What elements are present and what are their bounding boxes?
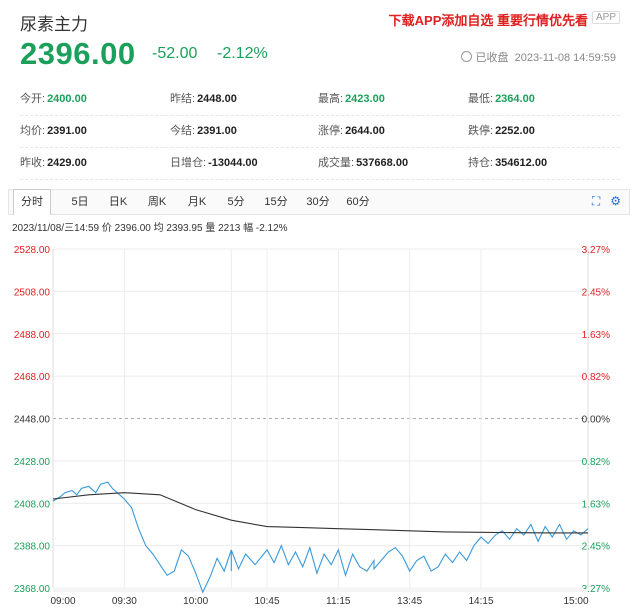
volume-strip: [53, 589, 588, 592]
stat-label: 今开:: [20, 93, 46, 105]
stat-cell: 今开: 2400.00: [20, 90, 87, 106]
y-tick-label: 2368.00: [14, 584, 51, 595]
y-tick-label: 2468.00: [14, 372, 51, 383]
clock-icon: [460, 51, 472, 62]
x-tick-label: 10:00: [183, 596, 208, 607]
x-tick-label: 11:15: [326, 596, 351, 607]
stat-cell: 涨停: 2644.00: [318, 122, 385, 138]
average-price-line: [52, 492, 588, 534]
y-tick-label: 2388.00: [14, 542, 51, 553]
y-tick-label: 2488.00: [14, 330, 51, 341]
y-tick-label: 2408.00: [14, 499, 51, 510]
stats-table: 今开: 2400.00 昨结: 2448.00 最高: 2423.00 最低: 2364.00…: [20, 84, 620, 180]
pct-tick-label: 2.45%: [582, 542, 610, 553]
fullscreen-icon[interactable]: ⛶: [591, 194, 601, 208]
stat-value: 2423.00: [345, 93, 385, 105]
stat-label: 跌停:: [468, 125, 494, 137]
pct-tick-label: 0.82%: [582, 457, 610, 468]
download-app-promo-link[interactable]: 下载APP添加自选 重要行情优先看: [388, 13, 588, 28]
tab-5[interactable]: 5分: [227, 196, 245, 208]
stat-cell: 今结: 2391.00: [170, 122, 237, 138]
y-tick-label: 2528.00: [14, 245, 51, 256]
stat-cell: 昨收: 2429.00: [20, 154, 87, 170]
x-tick-label: 13:45: [397, 596, 422, 607]
stat-value: -13044.00: [208, 157, 258, 169]
stat-cell: 均价: 2391.00: [20, 122, 87, 138]
stat-value: 2391.00: [197, 125, 237, 137]
stat-cell: 昨结: 2448.00: [170, 90, 237, 106]
stat-label: 昨收:: [20, 157, 46, 169]
stat-label: 涨停:: [318, 125, 344, 137]
stat-cell: 跌停: 2252.00: [468, 122, 535, 138]
crosshair-info: 2023/11/08/三14:59 价 2396.00 均 2393.95 量 …: [12, 223, 288, 234]
stats-row: 今开: 2400.00 昨结: 2448.00 最高: 2423.00 最低: 2364.00: [20, 84, 620, 116]
stat-value: 2448.00: [197, 93, 237, 105]
y-tick-label: 2428.00: [14, 457, 51, 468]
tab-4[interactable]: 月K: [187, 196, 207, 208]
stat-label: 日增仓:: [170, 157, 207, 169]
stat-label: 最低:: [468, 93, 494, 105]
gear-icon[interactable]: ⚙: [610, 194, 621, 208]
stat-cell: 日增仓: -13044.00: [170, 154, 258, 170]
instrument-name: 尿素主力: [20, 15, 88, 34]
pct-tick-label: 3.27%: [582, 245, 610, 256]
price-change: -52.00: [152, 45, 198, 62]
pct-tick-label: 0.82%: [582, 372, 610, 383]
intraday-chart[interactable]: 2528.00 3.27% 2508.00 2.45% 2488.00 1.63% 2468…: [0, 236, 634, 612]
stat-label: 最高:: [318, 93, 344, 105]
stats-row: 昨收: 2429.00 日增仓: -13044.00 成交量: 537668.00 持仓: 3…: [20, 148, 620, 180]
period-tabs: ⛶ ⚙ 分时 5日 日K 周K 月K 5分 15分 30分 60分: [8, 189, 630, 215]
stat-cell: 持仓: 354612.00: [468, 154, 547, 170]
pct-tick-label: 1.63%: [582, 330, 610, 341]
stat-cell: 成交量: 537668.00: [318, 154, 408, 170]
market-status: 已收盘 2023-11-08 14:59:59: [460, 49, 616, 65]
price-line: [52, 481, 589, 594]
tab-6[interactable]: 15分: [264, 196, 288, 208]
tab-1[interactable]: 5日: [71, 196, 89, 208]
status-text: 已收盘: [475, 52, 509, 64]
pct-tick-label: 2.45%: [582, 287, 610, 298]
tab-0[interactable]: 分时: [13, 189, 51, 215]
pct-tick-label: 1.63%: [582, 499, 610, 510]
pct-tick-label: 3.27%: [582, 584, 610, 595]
tab-8[interactable]: 60分: [346, 196, 370, 208]
price-change-percent: -2.12%: [217, 45, 268, 62]
stat-cell: 最低: 2364.00: [468, 90, 535, 106]
stat-value: 2364.00: [495, 93, 535, 105]
x-tick-label: 10:45: [254, 596, 279, 607]
y-tick-label: 2448.00: [14, 415, 51, 426]
stat-value: 2391.00: [47, 125, 87, 137]
stat-label: 昨结:: [170, 93, 196, 105]
stat-cell: 最高: 2423.00: [318, 90, 385, 106]
status-datetime: 2023-11-08 14:59:59: [514, 52, 616, 64]
stat-value: 2644.00: [345, 125, 385, 137]
pct-tick-label: 0.00%: [582, 415, 610, 426]
x-tick-label: 15:00: [563, 596, 588, 607]
stat-label: 均价:: [20, 125, 46, 137]
x-tick-label: 14:15: [468, 596, 493, 607]
stat-value: 537668.00: [356, 157, 409, 169]
quote-header: 尿素主力 下载APP添加自选 重要行情优先看 APP 2396.00 -52.0…: [0, 0, 634, 80]
stats-row: 均价: 2391.00 今结: 2391.00 涨停: 2644.00 跌停: 2252.00: [20, 116, 620, 148]
stat-value: 2252.00: [495, 125, 535, 137]
y-tick-label: 2508.00: [14, 287, 51, 298]
tab-2[interactable]: 日K: [108, 196, 128, 208]
app-badge[interactable]: APP: [591, 11, 620, 24]
chart-tools: ⛶ ⚙: [592, 194, 621, 209]
last-price: 2396.00: [20, 36, 136, 71]
stat-label: 成交量:: [318, 157, 355, 169]
stat-value: 2400.00: [47, 93, 87, 105]
stat-label: 今结:: [170, 125, 196, 137]
stat-value: 354612.00: [495, 157, 548, 169]
x-tick-label: 09:00: [50, 596, 75, 607]
x-tick-label: 09:30: [112, 596, 137, 607]
stat-value: 2429.00: [47, 157, 87, 169]
stat-label: 持仓:: [468, 157, 494, 169]
tab-7[interactable]: 30分: [306, 196, 330, 208]
tab-3[interactable]: 周K: [147, 196, 167, 208]
